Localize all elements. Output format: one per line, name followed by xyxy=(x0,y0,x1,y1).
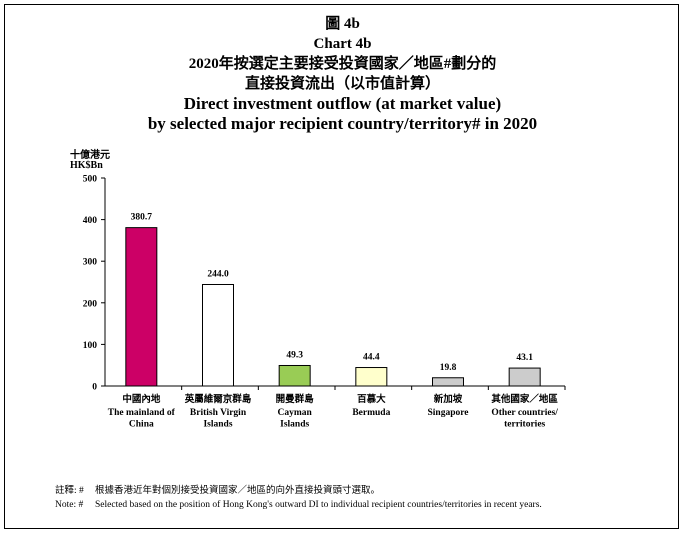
x-tick-label-en: territories xyxy=(504,420,545,430)
chart-titles: 圖 4b Chart 4b 2020年按選定主要接受投資國家／地區#劃分的 直接… xyxy=(0,14,685,134)
x-tick-label-en: Bermuda xyxy=(352,408,390,418)
bar xyxy=(125,227,158,387)
bar xyxy=(355,367,388,387)
x-tick-label-en: Singapore xyxy=(427,408,468,418)
bar xyxy=(278,364,311,387)
bar xyxy=(202,283,234,387)
bar xyxy=(432,377,464,387)
y-tick-label: 300 xyxy=(83,258,98,268)
y-tick-label: 200 xyxy=(83,299,98,309)
data-label: 43.1 xyxy=(516,353,533,363)
x-tick-label-zh: 其他國家／地區 xyxy=(491,393,558,405)
y-tick-label: 0 xyxy=(92,383,97,393)
x-tick-label-zh: 中國內地 xyxy=(122,393,161,405)
chart-title-zh-1: 2020年按選定主要接受投資國家／地區#劃分的 xyxy=(188,56,497,72)
chart-title-zh-2: 直接投資流出（以市值計算） xyxy=(244,76,440,92)
y-tick-label: 400 xyxy=(83,216,98,226)
x-tick-label-en: Other countries/ xyxy=(491,408,558,418)
chart-number-zh: 圖 4b xyxy=(325,16,360,32)
chart-title-en-1: Direct investment outflow (at market val… xyxy=(183,94,502,113)
chart-notes: 註釋: # 根據香港近年對個別接受投資國家／地區的向外直接投資頭寸選取。 Not… xyxy=(55,484,542,512)
x-tick-label-en: China xyxy=(129,420,154,430)
note-label-en: Note: # xyxy=(55,500,84,510)
x-tick-label-zh: 開曼群島 xyxy=(276,393,315,405)
bar xyxy=(508,367,541,387)
note-text-en: Selected based on the position of Hong K… xyxy=(95,500,542,510)
note-label-zh: 註釋: # xyxy=(55,486,84,496)
y-tick-label: 100 xyxy=(83,341,98,351)
chart-title-en-2: by selected major recipient country/terr… xyxy=(147,114,538,133)
unit-label-en: HK$Bn xyxy=(70,160,103,171)
data-label: 44.4 xyxy=(363,353,380,363)
data-label: 380.7 xyxy=(131,213,153,223)
x-tick-label-en: The mainland of xyxy=(108,408,176,418)
unit-label-zh: 十億港元 xyxy=(70,150,110,161)
x-tick-label-en: British Virgin xyxy=(190,408,247,418)
chart-frame xyxy=(4,4,679,529)
x-tick-label-zh: 英屬維爾京群島 xyxy=(185,393,252,405)
y-tick-label: 500 xyxy=(83,175,98,185)
data-label: 49.3 xyxy=(286,350,303,360)
chart-number-en: Chart 4b xyxy=(313,36,372,52)
x-tick-label-en: Islands xyxy=(280,420,309,430)
x-tick-label-zh: 百慕大 xyxy=(357,393,386,405)
x-tick-label-en: Cayman xyxy=(278,408,313,418)
x-tick-label-en: Islands xyxy=(203,420,232,430)
x-tick-label-zh: 新加坡 xyxy=(434,393,463,405)
data-label: 19.8 xyxy=(440,363,457,373)
note-text-zh: 根據香港近年對個別接受投資國家／地區的向外直接投資頭寸選取。 xyxy=(95,486,381,496)
data-label: 244.0 xyxy=(207,269,229,279)
